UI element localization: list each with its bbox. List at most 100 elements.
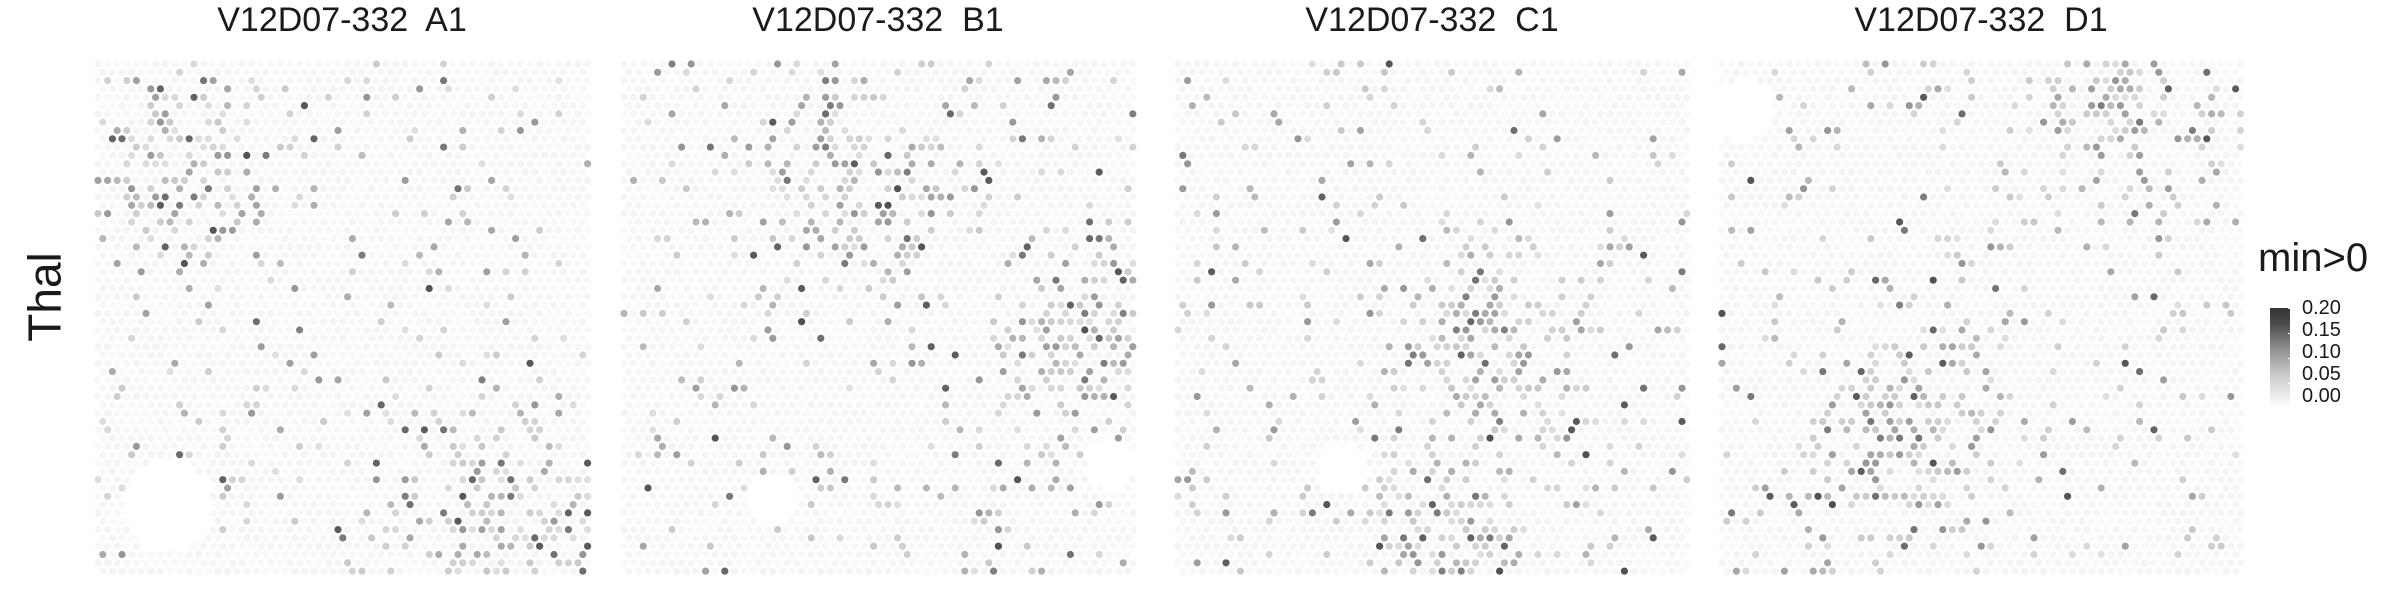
spot xyxy=(668,309,676,317)
spot xyxy=(658,343,666,351)
spot xyxy=(228,243,236,251)
spot xyxy=(740,301,748,309)
spot xyxy=(706,293,714,301)
spot xyxy=(387,334,395,342)
spot xyxy=(793,143,801,151)
spot xyxy=(113,276,121,284)
spot xyxy=(540,268,548,276)
spot xyxy=(774,309,782,317)
spot xyxy=(692,334,700,342)
spot xyxy=(358,284,366,293)
spot xyxy=(291,102,299,110)
spot xyxy=(492,417,500,426)
spot xyxy=(387,301,395,309)
spot xyxy=(726,326,734,334)
spot xyxy=(243,401,251,409)
spot xyxy=(257,293,265,301)
spot xyxy=(483,251,491,259)
spot xyxy=(238,376,246,384)
spot xyxy=(574,243,582,251)
spot xyxy=(401,243,409,251)
spot xyxy=(483,218,491,226)
spot xyxy=(315,459,323,467)
spot xyxy=(798,201,806,209)
spot xyxy=(569,368,577,376)
spot xyxy=(874,118,882,126)
spot xyxy=(392,476,400,484)
spot xyxy=(730,135,738,143)
spot xyxy=(382,93,390,101)
spot xyxy=(793,160,801,168)
spot xyxy=(764,293,772,301)
spot xyxy=(898,326,906,334)
spot xyxy=(658,110,666,118)
spot xyxy=(783,226,791,234)
spot xyxy=(353,559,361,567)
spot xyxy=(344,559,352,567)
spot xyxy=(951,102,959,110)
spot xyxy=(658,293,666,301)
spot xyxy=(658,243,666,251)
spot xyxy=(468,160,476,168)
spot xyxy=(759,85,767,93)
spot xyxy=(449,426,457,434)
spot xyxy=(195,368,203,376)
spot xyxy=(759,201,767,209)
spot xyxy=(329,417,337,426)
spot xyxy=(985,160,993,168)
spot xyxy=(171,93,179,101)
spot xyxy=(826,268,834,276)
spot xyxy=(137,318,145,326)
spot xyxy=(560,417,568,426)
panel-title: V12D07-332 B1 xyxy=(752,1,1004,39)
spot xyxy=(435,417,443,426)
spot xyxy=(396,550,404,559)
spot xyxy=(1071,60,1079,68)
spot xyxy=(339,534,347,542)
spot xyxy=(735,326,743,334)
spot xyxy=(841,60,849,68)
spot xyxy=(492,550,500,559)
spot xyxy=(497,526,505,534)
spot xyxy=(999,268,1007,276)
spot xyxy=(908,143,916,151)
spot xyxy=(113,326,121,334)
spot xyxy=(740,268,748,276)
spot xyxy=(913,318,921,326)
spot xyxy=(1062,309,1070,317)
spot xyxy=(540,550,548,559)
spot xyxy=(286,392,294,401)
spot xyxy=(970,318,978,326)
spot xyxy=(420,409,428,417)
spot xyxy=(262,467,270,475)
spot xyxy=(555,476,563,484)
spot xyxy=(214,434,222,442)
spot xyxy=(262,567,270,575)
spot xyxy=(483,451,491,459)
spot xyxy=(339,467,347,475)
spot xyxy=(550,268,558,276)
spot xyxy=(233,235,241,243)
spot xyxy=(334,293,342,301)
spot xyxy=(507,442,515,450)
spot xyxy=(420,442,428,450)
spot xyxy=(855,284,863,293)
spot xyxy=(401,176,409,184)
spot xyxy=(1110,160,1118,168)
spot xyxy=(185,85,193,93)
spot xyxy=(1057,235,1065,243)
spot xyxy=(243,284,251,293)
spot xyxy=(630,110,638,118)
spot xyxy=(353,309,361,317)
panel-a1: V12D07-332 A1 xyxy=(92,0,592,600)
spot xyxy=(296,60,304,68)
spot xyxy=(994,259,1002,268)
spot xyxy=(492,102,500,110)
spot xyxy=(1124,185,1132,193)
spot xyxy=(171,60,179,68)
spot xyxy=(358,401,366,409)
spot xyxy=(224,284,232,293)
spot xyxy=(980,268,988,276)
spot xyxy=(281,318,289,326)
spot xyxy=(1042,176,1050,184)
